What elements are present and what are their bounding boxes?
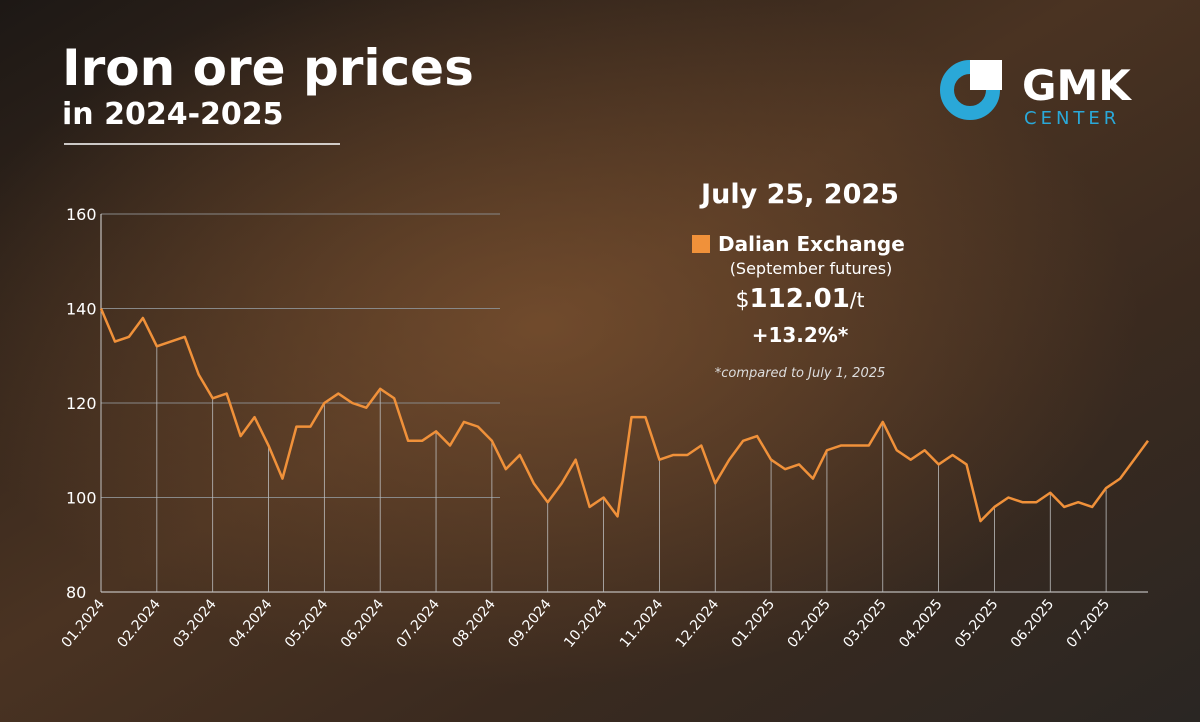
annotation-price: $112.01/t bbox=[736, 284, 865, 314]
y-tick-label: 80 bbox=[66, 583, 86, 602]
y-tick-label: 120 bbox=[66, 394, 97, 413]
logo-sub: CENTER bbox=[1024, 108, 1120, 129]
y-tick-label: 100 bbox=[66, 489, 97, 508]
logo-main: GMK bbox=[1022, 61, 1132, 110]
chart-subtitle: in 2024-2025 bbox=[62, 97, 284, 132]
annotation-date: July 25, 2025 bbox=[699, 179, 899, 210]
legend-swatch bbox=[692, 235, 710, 253]
price-line bbox=[99, 308, 1150, 523]
chart-title: Iron ore prices bbox=[62, 39, 474, 97]
legend-label: Dalian Exchange bbox=[718, 232, 905, 256]
price-value: 112.01 bbox=[750, 284, 850, 314]
logo: GMK CENTER bbox=[940, 60, 1132, 129]
annotation-change: +13.2%* bbox=[752, 323, 849, 347]
annotation-footnote: *compared to July 1, 2025 bbox=[715, 366, 886, 381]
y-tick-label: 140 bbox=[66, 300, 97, 319]
y-tick-label: 160 bbox=[66, 205, 97, 224]
logo-quarter bbox=[970, 60, 1002, 90]
annotation-note: (September futures) bbox=[730, 259, 893, 278]
price-unit: /t bbox=[850, 288, 865, 312]
price-prefix: $ bbox=[736, 288, 750, 313]
